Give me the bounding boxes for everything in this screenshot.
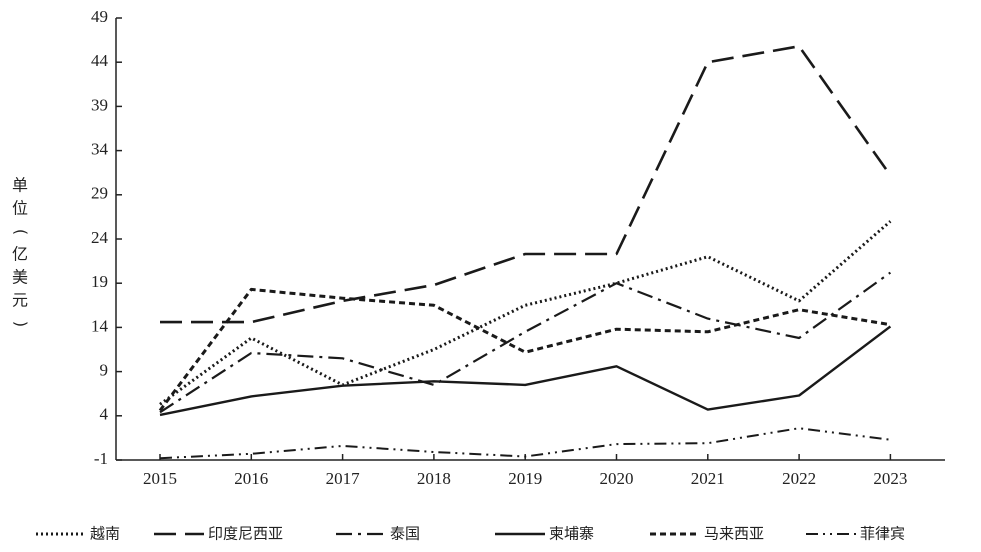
y-axis-label-char: 元 <box>12 291 28 310</box>
y-axis-label: 单位 ( 亿美元) <box>12 176 31 328</box>
y-tick-label: 44 <box>91 51 109 70</box>
legend-label: 菲律宾 <box>860 525 905 543</box>
legend-label: 印度尼西亚 <box>208 525 283 543</box>
series-line <box>159 325 892 417</box>
series-lines <box>158 44 892 460</box>
series-line <box>159 220 892 406</box>
legend-label: 越南 <box>90 525 120 543</box>
y-axis-label-char: 单 <box>12 176 28 195</box>
y-tick-label: 24 <box>91 228 109 247</box>
series-line <box>160 44 892 324</box>
y-tick-label: 4 <box>100 405 109 424</box>
series-line <box>158 287 891 412</box>
y-tick-label: -1 <box>94 449 108 468</box>
y-tick-label: 49 <box>91 7 108 26</box>
x-tick-label: 2020 <box>600 469 634 488</box>
y-axis-label-char: 亿 <box>12 245 28 264</box>
y-axis-label-char: ) <box>12 321 31 327</box>
x-tick-label: 2022 <box>782 469 816 488</box>
x-tick-label: 2023 <box>873 469 907 488</box>
x-tick-label: 2021 <box>691 469 725 488</box>
legend: 越南 印度尼西亚 泰国 柬埔寨 马来西亚 菲律宾 <box>36 525 905 543</box>
y-tick-label: 39 <box>91 95 108 114</box>
y-axis-label-char: ( <box>12 229 31 235</box>
legend-label: 泰国 <box>390 525 420 543</box>
legend-label: 柬埔寨 <box>549 525 594 543</box>
y-axis-label-char: 位 <box>12 199 28 218</box>
x-tick-label: 2019 <box>508 469 542 488</box>
y-tick-label: 9 <box>100 361 109 380</box>
x-tick-label: 2016 <box>234 469 268 488</box>
series-line <box>159 427 891 460</box>
y-tick-label: 29 <box>91 184 108 203</box>
y-tick-label: 14 <box>91 316 109 335</box>
series-line <box>159 271 892 414</box>
x-tick-label: 2017 <box>326 469 361 488</box>
y-tick-label: 19 <box>91 272 108 291</box>
x-ticks: 2015 2016 2017 2018 2019 2020 2021 2022 2023 <box>143 454 907 488</box>
x-tick-label: 2015 <box>143 469 177 488</box>
x-tick-label: 2018 <box>417 469 451 488</box>
y-axis-label-char: 美 <box>12 268 28 287</box>
legend-label: 马来西亚 <box>704 525 764 543</box>
y-tick-label: 34 <box>91 140 109 159</box>
